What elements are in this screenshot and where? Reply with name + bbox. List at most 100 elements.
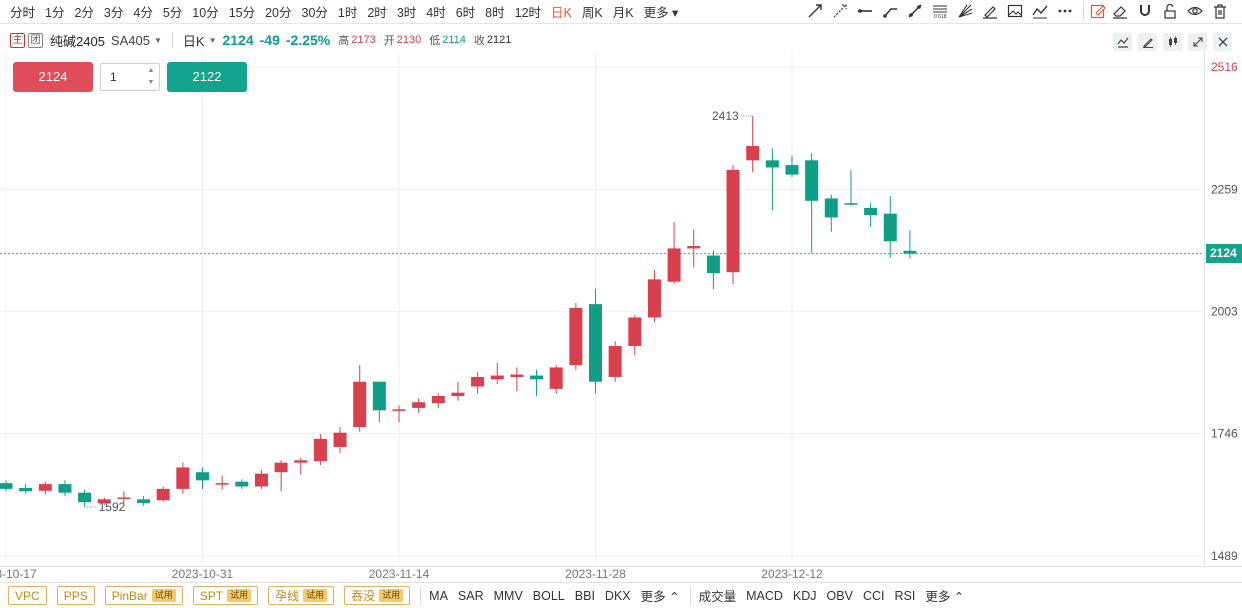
edit-draw-icon[interactable] bbox=[1083, 1, 1107, 21]
last-price-marker: 2124 bbox=[1206, 244, 1242, 264]
divider bbox=[171, 33, 173, 47]
chevron-up-icon[interactable]: ▲ bbox=[147, 67, 155, 74]
indicator-link[interactable]: RSI bbox=[894, 588, 916, 603]
eye-icon[interactable] bbox=[1183, 1, 1207, 21]
eraser-icon[interactable] bbox=[1108, 1, 1132, 21]
period-tab[interactable]: 月K bbox=[612, 5, 634, 20]
period-tab[interactable]: 日K bbox=[551, 5, 572, 20]
period-tab[interactable]: 更多 ▾ bbox=[643, 5, 679, 20]
segment-line-icon[interactable] bbox=[903, 1, 927, 21]
candle-body bbox=[451, 392, 465, 397]
date-tick-label: 2023-11-14 bbox=[369, 567, 430, 581]
period-tab[interactable]: 分时 bbox=[10, 5, 36, 20]
sell-button[interactable]: 2124 bbox=[13, 62, 93, 92]
dashed-arrow-icon[interactable] bbox=[828, 1, 852, 21]
indicator-link[interactable]: SAR bbox=[457, 588, 484, 603]
close-icon[interactable] bbox=[1213, 33, 1232, 51]
strategy-button[interactable]: PPS bbox=[56, 586, 95, 605]
indicator-link[interactable]: BOLL bbox=[532, 588, 565, 603]
unlock-icon[interactable] bbox=[1158, 1, 1182, 21]
candles bbox=[0, 116, 917, 507]
more-tools-icon[interactable] bbox=[1053, 1, 1077, 21]
quantity-input[interactable] bbox=[101, 64, 145, 90]
indicator-link[interactable]: MA bbox=[429, 588, 448, 603]
trial-badge: 试用 bbox=[379, 589, 404, 602]
date-tick-label: 2023-12-12 bbox=[761, 567, 823, 581]
period-tab[interactable]: 1分 bbox=[45, 5, 65, 20]
open-value: 2130 bbox=[396, 34, 422, 46]
instrument-name[interactable]: 纯碱2405 bbox=[50, 33, 105, 49]
candle-body bbox=[0, 483, 13, 489]
candle-body bbox=[647, 279, 661, 318]
instrument-code[interactable]: SA405 bbox=[110, 32, 150, 48]
strategy-button[interactable]: 孕线 试用 bbox=[268, 586, 335, 605]
strategy-button[interactable]: PinBar 试用 bbox=[104, 586, 183, 605]
period-tab[interactable]: 周K bbox=[581, 5, 603, 20]
candle-body bbox=[903, 250, 917, 254]
indicator-link[interactable]: 更多 ⌃ bbox=[640, 590, 680, 604]
period-tab[interactable]: 2时 bbox=[367, 5, 387, 20]
horizontal-line-icon[interactable] bbox=[853, 1, 877, 21]
candle-body bbox=[687, 246, 701, 249]
candle-body bbox=[805, 160, 819, 201]
period-toolbar: 分时 1分 2分 3分 4分 5分 10分 15分 20分 30分 1时 2时 3时 4时 6时 8时 12时日… bbox=[0, 0, 1242, 24]
period-tab[interactable]: 4时 bbox=[426, 5, 446, 20]
min-price-label: 1592 bbox=[99, 500, 126, 514]
magnet-icon[interactable] bbox=[1133, 1, 1157, 21]
period-tab[interactable]: 10分 bbox=[192, 5, 219, 20]
arrow-line-icon[interactable] bbox=[803, 1, 827, 21]
group-tag: 团 bbox=[28, 32, 43, 48]
brush-icon[interactable] bbox=[978, 1, 1002, 21]
period-tab[interactable]: 30分 bbox=[301, 5, 328, 20]
candle-style-icon[interactable] bbox=[1163, 33, 1182, 51]
period-tab[interactable]: 3分 bbox=[103, 5, 124, 20]
indicator-link[interactable]: 更多 ⌃ bbox=[925, 590, 965, 604]
quantity-stepper[interactable]: ▲ ▼ bbox=[100, 63, 160, 91]
strategy-button[interactable]: 吞没 试用 bbox=[344, 586, 411, 605]
period-tab[interactable]: 8时 bbox=[485, 5, 505, 20]
period-tab[interactable]: 2分 bbox=[74, 5, 94, 20]
pencil-icon[interactable] bbox=[1138, 33, 1157, 51]
candle-body bbox=[431, 396, 445, 404]
polyline-icon[interactable] bbox=[1028, 1, 1052, 21]
indicator-link[interactable]: MMV bbox=[493, 588, 523, 603]
expand-icon[interactable] bbox=[1188, 33, 1207, 51]
period-tab[interactable]: 5分 bbox=[162, 5, 183, 20]
period-tab[interactable]: 6时 bbox=[455, 5, 476, 20]
indicator-link[interactable]: 成交量 bbox=[698, 590, 737, 604]
period-tab[interactable]: 12时 bbox=[514, 5, 542, 20]
price-change: -49 bbox=[259, 32, 280, 48]
indicator-link[interactable]: CCI bbox=[862, 588, 885, 603]
max-price-label: 2413 bbox=[712, 109, 739, 123]
candle-body bbox=[628, 317, 642, 347]
candle-body bbox=[589, 304, 602, 382]
divider bbox=[420, 585, 422, 606]
buy-button[interactable]: 2122 bbox=[167, 62, 247, 92]
indicator-link[interactable]: MACD bbox=[746, 588, 783, 603]
indicator-link[interactable]: BBI bbox=[574, 588, 595, 603]
strategy-button[interactable]: SPT 试用 bbox=[192, 586, 259, 605]
indicator-icon[interactable] bbox=[1113, 33, 1132, 51]
period-tab[interactable]: 20分 bbox=[265, 5, 292, 20]
period-selector[interactable]: 日K bbox=[182, 33, 205, 49]
ray-line-icon[interactable] bbox=[878, 1, 902, 21]
indicator-link[interactable]: OBV bbox=[826, 588, 853, 603]
candle-body bbox=[569, 307, 583, 366]
chevron-down-icon[interactable]: ▼ bbox=[147, 79, 155, 86]
chevron-down-icon[interactable]: ▼ bbox=[153, 35, 162, 45]
indicator-link[interactable]: KDJ bbox=[792, 588, 817, 603]
indicator-link[interactable]: DKX bbox=[604, 588, 631, 603]
fan-lines-icon[interactable] bbox=[953, 1, 977, 21]
fibonacci-icon[interactable]: 0.618 bbox=[928, 1, 952, 21]
candle-body bbox=[392, 409, 406, 411]
chevron-down-icon[interactable]: ▼ bbox=[208, 35, 217, 45]
strategy-button[interactable]: VPC bbox=[8, 586, 47, 605]
trash-icon[interactable] bbox=[1208, 1, 1232, 21]
period-tab[interactable]: 1时 bbox=[337, 5, 358, 20]
period-tab[interactable]: 4分 bbox=[133, 5, 153, 20]
image-icon[interactable] bbox=[1003, 1, 1027, 21]
strategy-label: 吞没 bbox=[351, 589, 376, 603]
period-tab[interactable]: 15分 bbox=[228, 5, 256, 20]
period-tab[interactable]: 3时 bbox=[396, 5, 417, 20]
